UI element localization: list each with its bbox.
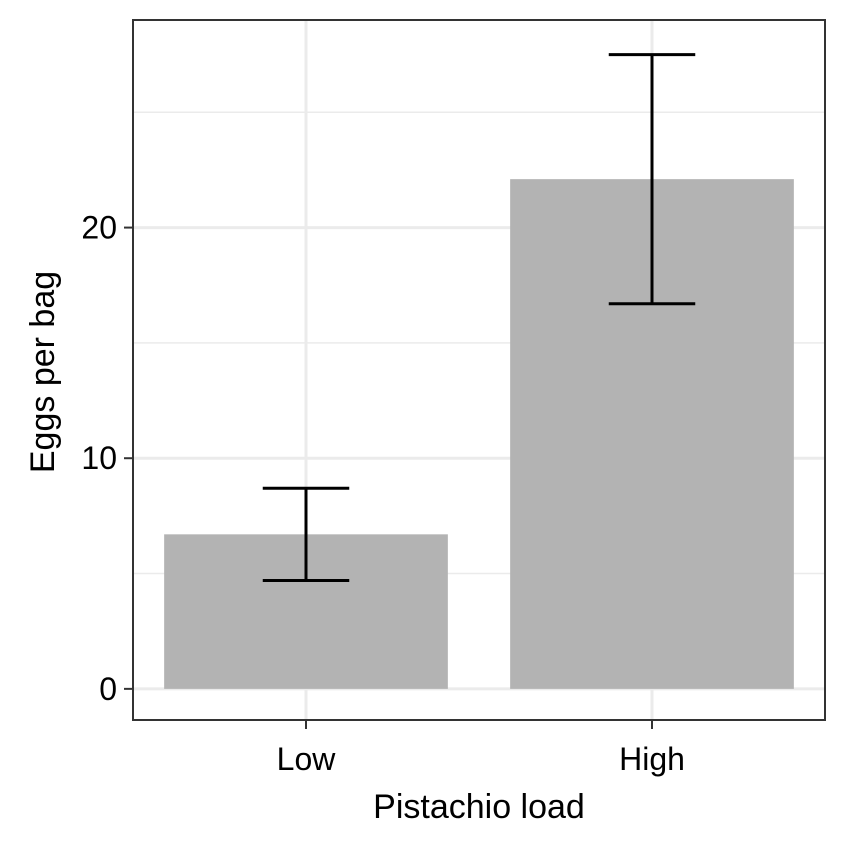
y-tick-label: 20 xyxy=(81,210,117,246)
error-bar-high xyxy=(608,53,696,306)
x-axis-title: Pistachio load xyxy=(373,788,585,826)
panel-border xyxy=(132,19,826,721)
x-tick-label: Low xyxy=(277,741,337,777)
y-axis-title: Eggs per bag xyxy=(24,271,62,473)
error-bars xyxy=(262,53,696,582)
x-tick-label: High xyxy=(619,741,685,777)
y-tick-label: 0 xyxy=(99,671,117,707)
y-tick-label: 10 xyxy=(81,440,117,476)
error-bar-low xyxy=(262,486,350,582)
axis-ticks: 0 10 20 Low High xyxy=(81,210,685,777)
bars xyxy=(164,179,794,689)
